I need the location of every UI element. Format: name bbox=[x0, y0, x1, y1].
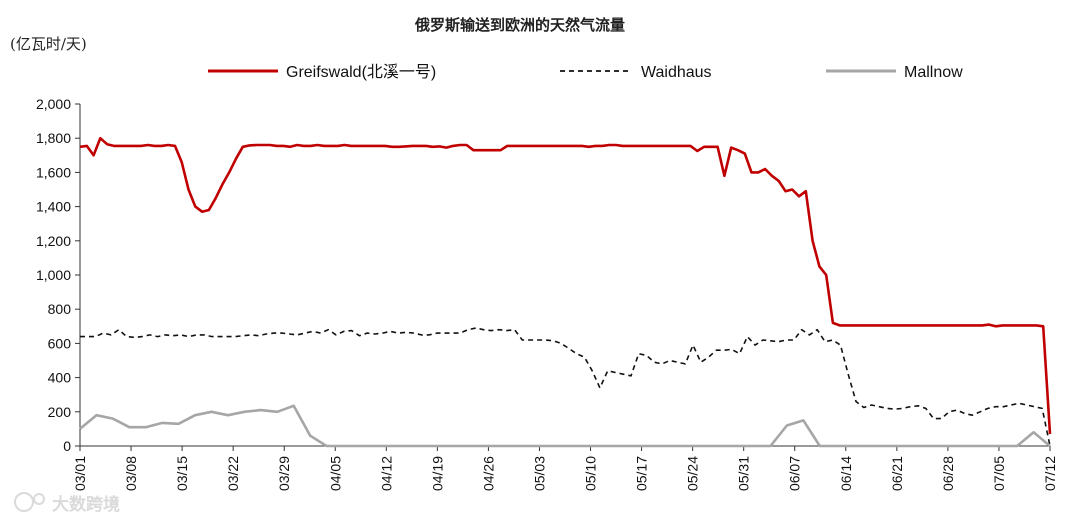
legend: Greifswald(北溪一号) Waidhaus Mallnow bbox=[208, 63, 963, 81]
y-tick-label: 400 bbox=[48, 370, 72, 386]
y-tick-label: 1,600 bbox=[36, 164, 71, 180]
y-tick-label: 1,000 bbox=[36, 267, 71, 283]
y-axis: 0 200 400 600 800 1,000 1,200 1,400 1,600 1,800 2,… bbox=[36, 96, 81, 454]
x-tick-label: 05/03 bbox=[531, 456, 547, 491]
x-tick-label: 05/10 bbox=[583, 456, 599, 491]
x-tick-label: 03/29 bbox=[276, 456, 292, 491]
x-tick-label: 07/12 bbox=[1042, 456, 1058, 491]
chart-title: 俄罗斯输送到欧洲的天然气流量 bbox=[414, 16, 625, 34]
x-tick-label: 05/31 bbox=[736, 456, 752, 491]
x-tick-label: 03/15 bbox=[174, 456, 190, 491]
y-tick-label: 2,000 bbox=[36, 96, 71, 112]
legend-label-waidhaus: Waidhaus bbox=[641, 64, 712, 81]
watermark: 大数跨境 bbox=[14, 492, 120, 515]
x-tick-label: 03/08 bbox=[123, 456, 139, 491]
x-tick-label: 03/22 bbox=[225, 456, 241, 491]
watermark-text: 大数跨境 bbox=[52, 494, 120, 515]
y-tick-label: 0 bbox=[63, 438, 71, 454]
x-tick-label: 03/01 bbox=[72, 456, 88, 491]
y-tick-label: 1,800 bbox=[36, 130, 71, 146]
series-line-greifswald bbox=[79, 136, 1052, 435]
y-tick-label: 200 bbox=[48, 404, 72, 420]
y-tick-label: 600 bbox=[48, 335, 72, 351]
plot-lines bbox=[79, 136, 1052, 448]
watermark-logo-dot-icon bbox=[33, 493, 45, 505]
legend-item-mallnow: Mallnow bbox=[826, 64, 963, 81]
x-tick-label: 07/05 bbox=[991, 456, 1007, 491]
x-tick-label: 06/28 bbox=[940, 456, 956, 491]
x-tick-label: 04/19 bbox=[429, 456, 445, 491]
series-line-waidhaus bbox=[80, 327, 1051, 447]
x-tick-label: 06/14 bbox=[838, 456, 854, 491]
x-tick-label: 05/24 bbox=[685, 456, 701, 491]
legend-item-waidhaus: Waidhaus bbox=[560, 64, 712, 81]
legend-label-mallnow: Mallnow bbox=[904, 64, 963, 81]
x-tick-label: 04/12 bbox=[378, 456, 394, 491]
y-tick-label: 1,400 bbox=[36, 199, 71, 215]
y-tick-label: 1,200 bbox=[36, 233, 71, 249]
x-tick-label: 06/21 bbox=[889, 456, 905, 491]
legend-item-greifswald: Greifswald(北溪一号) bbox=[208, 63, 436, 81]
watermark-logo-icon bbox=[14, 492, 34, 512]
y-tick-label: 800 bbox=[48, 301, 72, 317]
x-tick-label: 06/07 bbox=[787, 456, 803, 491]
series-line-mallnow bbox=[79, 404, 1051, 448]
x-tick-label: 04/26 bbox=[480, 456, 496, 491]
x-tick-label: 05/17 bbox=[634, 456, 650, 491]
x-axis: 03/01 03/08 03/15 03/22 03/29 04/05 04/12 04/19… bbox=[72, 445, 1058, 491]
x-tick-label: 04/05 bbox=[327, 456, 343, 491]
y-unit-label: (亿瓦时/天) bbox=[10, 35, 87, 53]
legend-label-greifswald: Greifswald(北溪一号) bbox=[286, 63, 436, 81]
